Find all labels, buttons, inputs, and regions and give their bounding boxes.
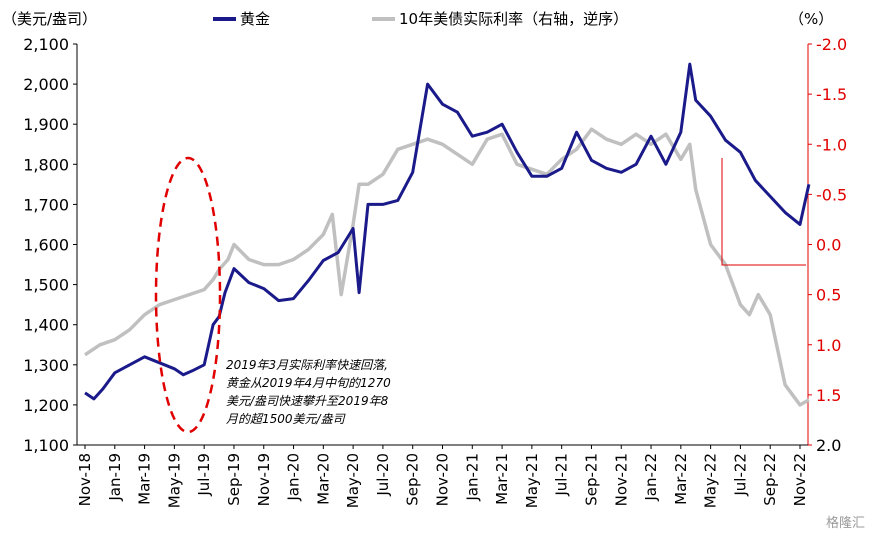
x-tick-label: Nov-22 <box>791 453 809 506</box>
x-tick-label: Mar-20 <box>314 453 332 505</box>
left-tick-label: 1,100 <box>23 436 69 455</box>
x-tick-label: Nov-18 <box>76 453 94 506</box>
x-tick-label: Nov-20 <box>434 453 452 506</box>
left-unit-label: （美元/盎司） <box>2 10 97 28</box>
left-tick-label: 1,400 <box>23 316 69 335</box>
x-tick-label: Jan-22 <box>642 453 660 502</box>
annotation-line-4: 月的超1500美元/盎司 <box>226 412 346 426</box>
right-tick-label: -0.5 <box>816 185 847 204</box>
series-gold-line <box>84 62 811 401</box>
x-tick-label: Mar-19 <box>136 453 154 505</box>
highlight-ellipse <box>154 156 222 434</box>
x-tick-label: May-20 <box>344 453 362 508</box>
left-tick-label: 2,000 <box>23 75 69 94</box>
annotation-line-1: 2019年3月实际利率快速回落, <box>226 358 388 372</box>
watermark-text: 格隆汇 <box>826 515 865 531</box>
right-tick-label: 0.0 <box>816 236 841 255</box>
legend-rate-label: 10年美债实际利率（右轴，逆序） <box>399 10 628 28</box>
x-tick-label: Nov-19 <box>255 453 273 506</box>
right-tick-label: -1.0 <box>816 135 847 154</box>
x-tick-label: Jul-19 <box>195 453 213 497</box>
left-tick-label: 1,500 <box>23 276 69 295</box>
right-tick-label: -2.0 <box>816 35 847 54</box>
x-tick-label: Nov-21 <box>612 453 630 506</box>
x-tick-label: Jul-22 <box>731 453 749 497</box>
annotation-line-2: 黄金从2019年4月中旬的1270 <box>226 376 391 390</box>
x-tick-label: Jan-19 <box>106 453 124 502</box>
x-tick-label: Mar-21 <box>493 453 511 505</box>
x-tick-label: Jul-20 <box>374 453 392 497</box>
x-tick-label: May-19 <box>165 453 183 508</box>
right-tick-label: 0.5 <box>816 286 841 305</box>
rate-reference-line <box>721 158 806 266</box>
left-tick-label: 1,300 <box>23 356 69 375</box>
x-tick-label: Sep-22 <box>761 453 779 506</box>
x-tick-label: Jan-21 <box>463 453 481 502</box>
right-tick-label: 1.5 <box>816 386 841 405</box>
left-tick-label: 1,200 <box>23 396 69 415</box>
annotation-line-3: 美元/盎司快速攀升至2019年8 <box>226 394 389 408</box>
series-rate-line <box>84 127 810 407</box>
right-tick-label: 1.0 <box>816 336 841 355</box>
x-tick-label: Sep-19 <box>225 453 243 506</box>
x-tick-label: May-21 <box>523 453 541 508</box>
x-tick-label: Jan-20 <box>285 453 303 502</box>
x-tick-label: Mar-22 <box>672 453 690 505</box>
left-tick-label: 1,800 <box>23 155 69 174</box>
left-tick-label: 1,900 <box>23 115 69 134</box>
left-tick-label: 1,600 <box>23 236 69 255</box>
annotation-text: 2019年3月实际利率快速回落, 黄金从2019年4月中旬的1270 美元/盎司… <box>226 358 391 426</box>
x-tick-label: Jul-21 <box>553 453 571 497</box>
right-tick-label: 2.0 <box>816 436 841 455</box>
right-tick-label: -1.5 <box>816 85 847 104</box>
x-tick-label: Sep-21 <box>582 453 600 506</box>
legend-gold-label: 黄金 <box>240 10 270 28</box>
x-tick-label: Sep-20 <box>404 453 422 506</box>
x-tick-label: May-22 <box>702 453 720 508</box>
left-tick-label: 1,700 <box>23 195 69 214</box>
left-tick-label: 2,100 <box>23 35 69 54</box>
right-unit-label: （%） <box>789 10 833 28</box>
